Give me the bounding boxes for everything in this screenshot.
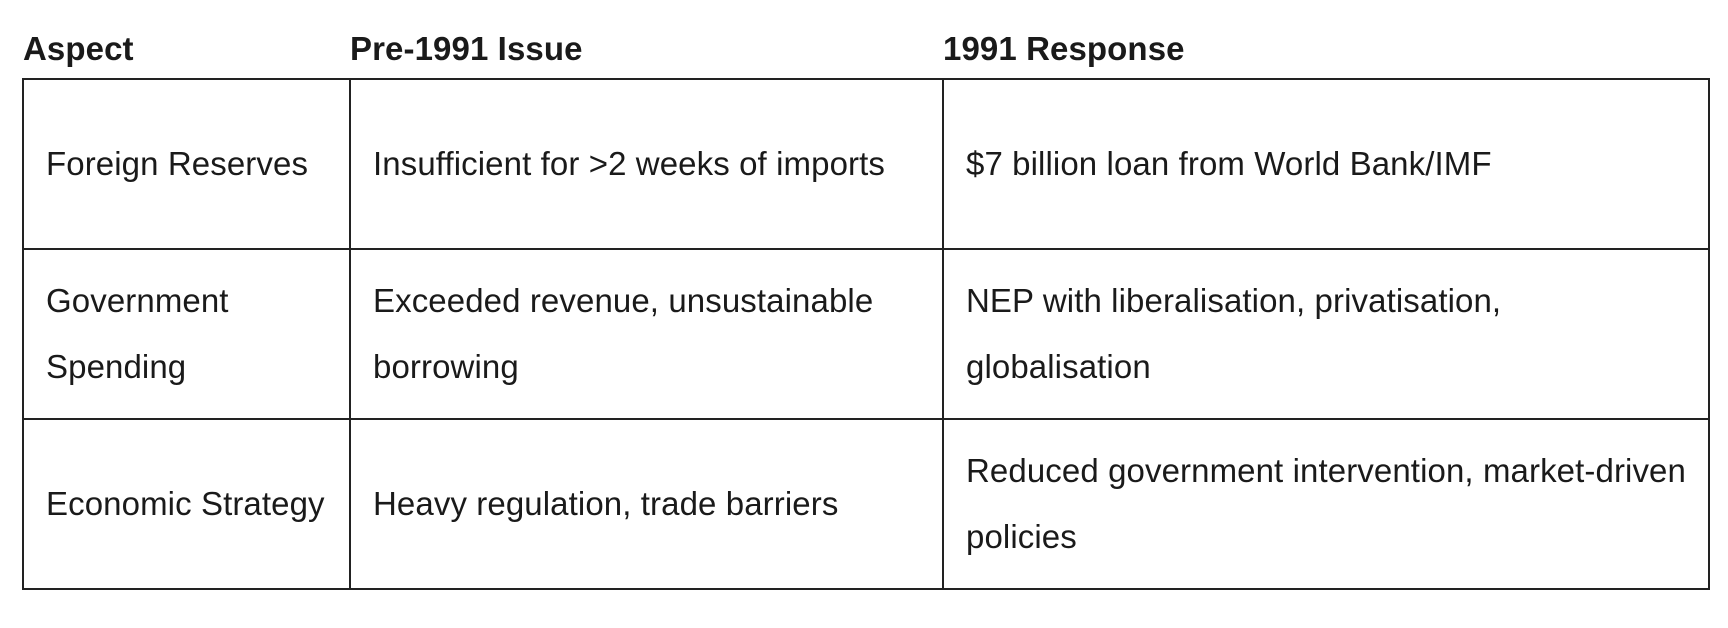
cell-issue: Heavy regulation, trade barriers xyxy=(349,418,944,590)
table-row: Government Spending Exceeded revenue, un… xyxy=(22,248,1710,420)
cell-aspect: Government Spending xyxy=(22,248,351,420)
cell-aspect: Foreign Reserves xyxy=(22,78,351,250)
cell-response: $7 billion loan from World Bank/IMF xyxy=(942,78,1710,250)
column-header-pre-1991-issue: Pre-1991 Issue xyxy=(350,30,583,67)
cell-aspect: Economic Strategy xyxy=(22,418,351,590)
comparison-table: Aspect Pre-1991 Issue 1991 Response Fore… xyxy=(22,20,1710,590)
table-row: Foreign Reserves Insufficient for >2 wee… xyxy=(22,78,1710,250)
table-row: Economic Strategy Heavy regulation, trad… xyxy=(22,418,1710,590)
cell-response: NEP with liberalisation, privatisation, … xyxy=(942,248,1710,420)
cell-issue: Exceeded revenue, unsustainable borrowin… xyxy=(349,248,944,420)
column-header-aspect: Aspect xyxy=(23,30,134,67)
cell-response: Reduced government intervention, market-… xyxy=(942,418,1710,590)
table-header-row: Aspect Pre-1991 Issue 1991 Response xyxy=(23,20,1709,79)
cell-issue: Insufficient for >2 weeks of imports xyxy=(349,78,944,250)
column-header-1991-response: 1991 Response xyxy=(943,30,1185,67)
